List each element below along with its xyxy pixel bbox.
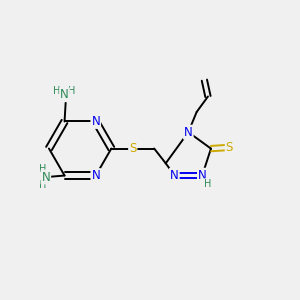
Text: N: N — [198, 169, 207, 182]
Text: H: H — [40, 164, 47, 174]
Text: N: N — [92, 115, 100, 128]
Text: H: H — [40, 180, 47, 190]
Text: S: S — [129, 142, 136, 155]
Text: H: H — [68, 86, 76, 96]
Text: N: N — [92, 169, 100, 182]
Text: N: N — [184, 126, 193, 139]
Text: N: N — [41, 170, 50, 184]
Text: S: S — [226, 141, 233, 154]
Text: N: N — [170, 169, 179, 182]
Text: H: H — [53, 86, 61, 96]
Text: H: H — [204, 179, 212, 189]
Text: N: N — [60, 88, 69, 101]
